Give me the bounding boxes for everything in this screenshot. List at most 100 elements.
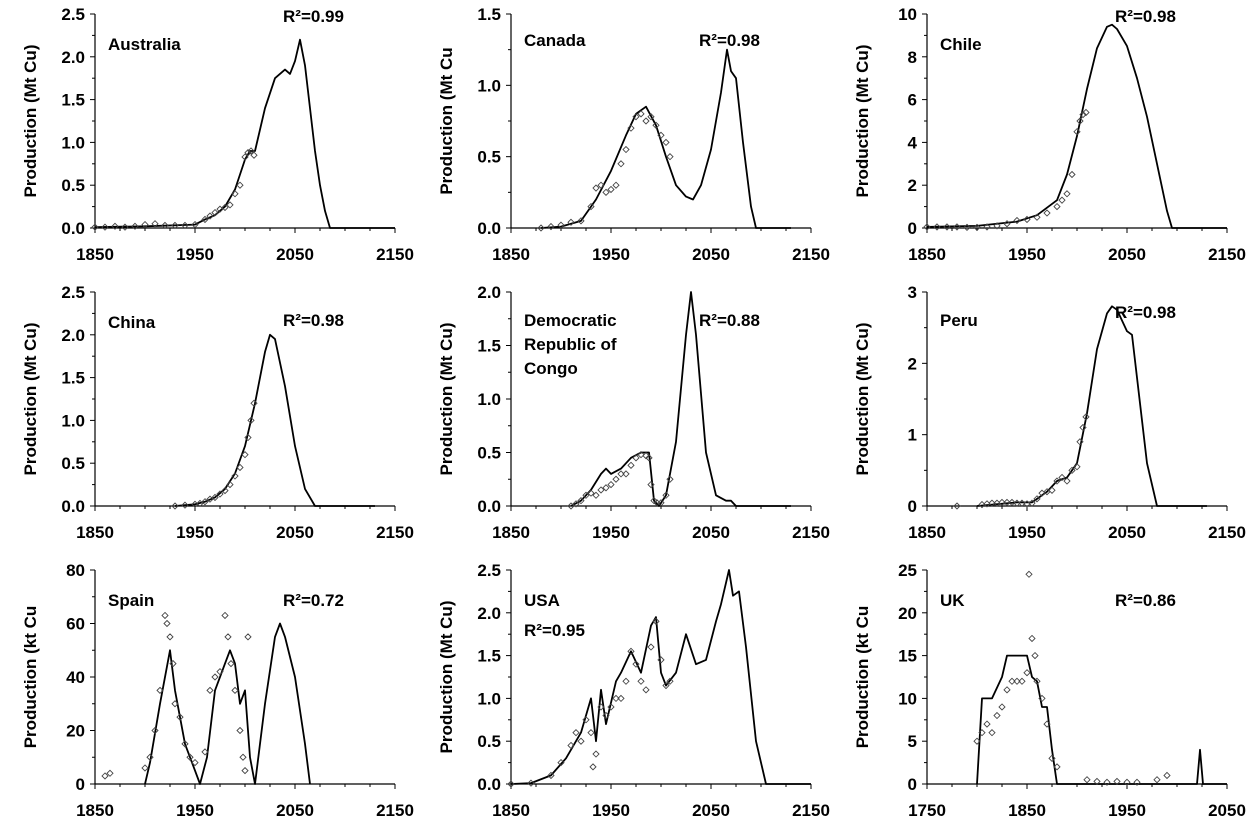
observed-point — [622, 470, 630, 478]
observed-point — [201, 498, 209, 506]
x-tick-label: 2050 — [692, 801, 730, 820]
observed-point — [244, 633, 252, 641]
r-squared-label: R²=0.99 — [283, 7, 344, 26]
panel-title-spain: Spain — [108, 591, 154, 610]
observed-point — [1058, 473, 1066, 482]
y-tick-label: 1 — [908, 426, 917, 445]
observed-point — [988, 499, 996, 507]
observed-point — [241, 766, 249, 775]
observed-point — [196, 499, 204, 508]
observed-point — [1003, 220, 1011, 228]
observed-point — [171, 502, 179, 510]
y-tick-label: 4 — [908, 133, 918, 152]
r-squared-label: R²=0.88 — [699, 311, 760, 330]
observed-point — [567, 741, 575, 750]
observed-point — [973, 223, 981, 231]
observed-point — [607, 703, 615, 711]
observed-point — [587, 489, 595, 497]
observed-point — [163, 619, 171, 628]
observed-point — [206, 212, 214, 220]
observed-point — [201, 215, 209, 224]
observed-point — [993, 711, 1001, 720]
observed-point — [211, 493, 219, 502]
y-tick-label: 6 — [908, 91, 917, 110]
observed-point — [557, 758, 565, 767]
observed-point — [1063, 190, 1071, 198]
observed-point — [221, 486, 229, 495]
observed-point — [1048, 486, 1056, 494]
y-axis-label: Production (Mt Cu — [437, 47, 456, 194]
y-tick-label: 10 — [898, 5, 917, 24]
observed-point — [592, 491, 600, 499]
observed-point — [1076, 117, 1084, 125]
observed-point — [141, 220, 149, 229]
panel-title-canada: Canada — [524, 31, 586, 50]
observed-point — [637, 451, 645, 459]
y-axis-label: Production (Mt Cu) — [21, 323, 40, 476]
observed-point — [597, 703, 605, 711]
observed-point — [1063, 477, 1071, 485]
observed-point — [617, 160, 625, 168]
observed-point — [1079, 423, 1087, 432]
observed-point — [121, 223, 129, 231]
observed-point — [607, 185, 615, 194]
observed-point — [666, 475, 674, 483]
observed-point — [607, 480, 615, 489]
observed-point — [1093, 777, 1101, 786]
observed-point — [206, 495, 214, 503]
observed-point — [1079, 110, 1087, 119]
observed-point — [216, 205, 224, 213]
observed-point — [171, 700, 179, 708]
panel-title-australia: Australia — [108, 35, 181, 54]
y-axis-label: Production (Mt Cu) — [21, 45, 40, 198]
observed-point — [1003, 686, 1011, 694]
observed-point — [186, 753, 194, 761]
observed-point — [161, 611, 169, 620]
x-tick-label: 1850 — [908, 523, 946, 542]
observed-point — [216, 490, 224, 498]
observed-point — [547, 771, 555, 780]
observed-point — [1083, 776, 1091, 784]
chart-spain: 0 20 40 60 80 1850 1950 2050 2150 Production (kt … — [21, 561, 414, 820]
y-tick-label: 25 — [898, 561, 917, 580]
y-tick-label: 0.5 — [61, 454, 85, 473]
model-line — [510, 569, 811, 785]
observed-point — [666, 153, 674, 161]
x-tick-label: 1750 — [908, 801, 946, 820]
observed-point — [221, 203, 229, 212]
chart-peru: 0 1 2 3 1850 1950 2050 2150 Production (Mt Cu) Pe… — [853, 283, 1246, 542]
observed-point — [662, 681, 670, 690]
x-tick-label: 1850 — [1008, 801, 1046, 820]
chart-drc: 0.0 0.5 1.0 1.5 2.0 1850 1950 2050 2150 Productio… — [437, 283, 830, 542]
x-tick-label: 1950 — [592, 523, 630, 542]
y-tick-label: 1.0 — [61, 411, 85, 430]
x-tick-label: 1850 — [492, 523, 530, 542]
observed-point — [983, 223, 991, 231]
observed-point — [181, 740, 189, 748]
observed-point — [1028, 634, 1036, 643]
observed-point — [647, 113, 655, 121]
observed-point — [1113, 777, 1121, 786]
observed-point — [657, 656, 665, 664]
x-tick-label: 1850 — [908, 245, 946, 264]
observed-point — [622, 145, 630, 154]
y-tick-label: 60 — [66, 615, 85, 634]
y-tick-label: 1.5 — [61, 369, 85, 388]
observed-point — [647, 480, 655, 489]
y-tick-label: 40 — [66, 668, 85, 687]
observed-point — [247, 147, 255, 155]
observed-point — [146, 753, 154, 761]
model-line — [540, 48, 791, 229]
observed-point — [612, 694, 620, 703]
observed-point — [657, 131, 665, 139]
observed-point — [1033, 213, 1041, 221]
observed-point — [241, 153, 249, 161]
observed-point — [101, 223, 109, 231]
observed-point — [632, 454, 640, 462]
observed-point — [250, 399, 258, 407]
observed-point — [181, 501, 189, 509]
observed-point — [166, 633, 174, 641]
observed-point — [537, 224, 545, 232]
chart-uk: 0 5 10 15 20 25 1750 1850 1950 2050 Production (kt… — [853, 561, 1246, 820]
observed-point — [226, 201, 234, 209]
